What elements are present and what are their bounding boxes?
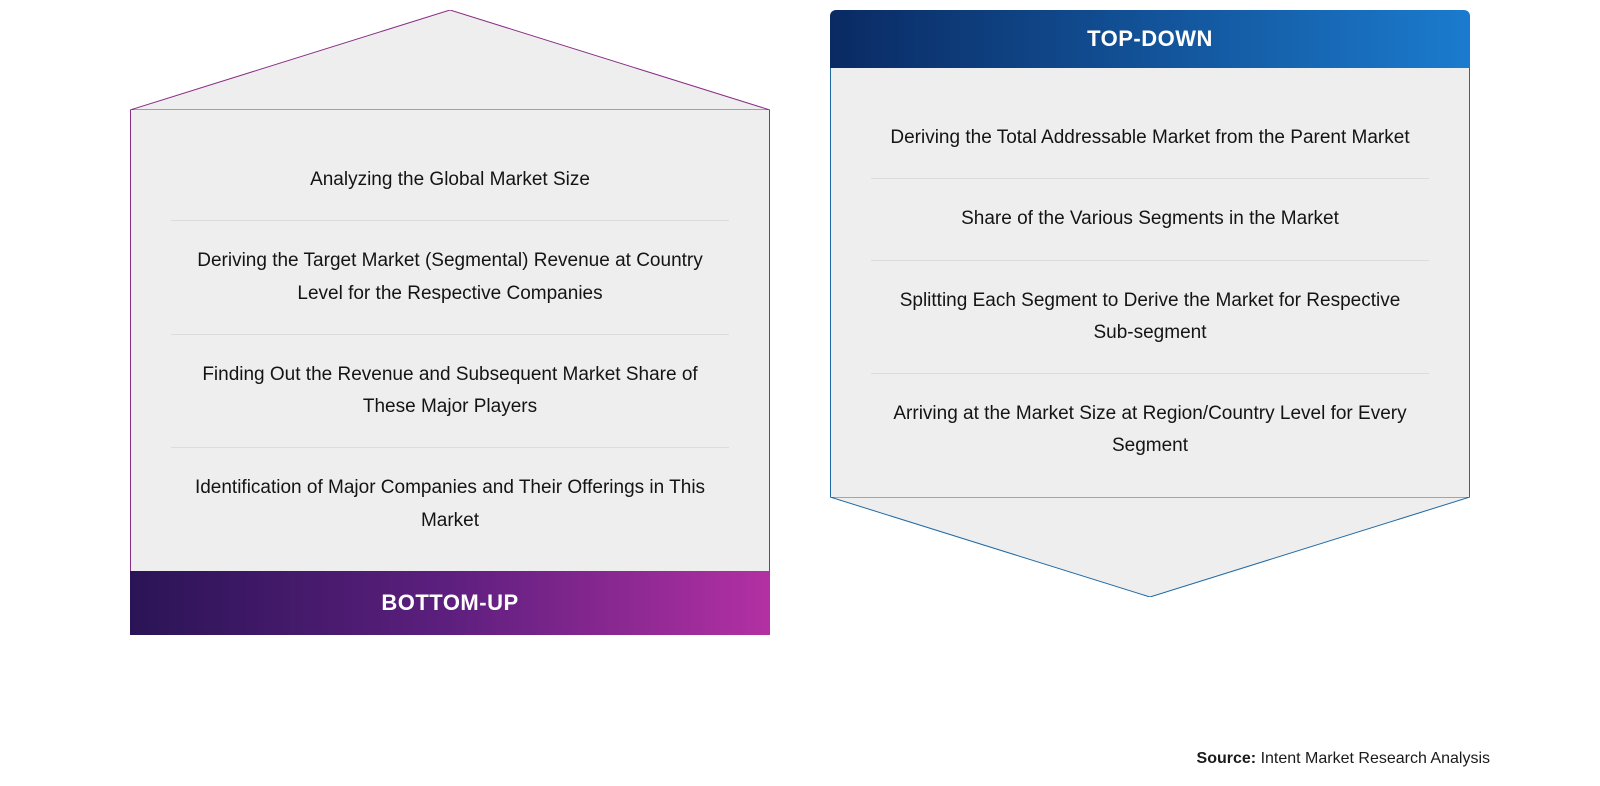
top-down-item: Splitting Each Segment to Derive the Mar… <box>871 261 1429 374</box>
bottom-up-arrow-tip <box>130 10 770 110</box>
bottom-up-title: BOTTOM-UP <box>381 590 518 616</box>
top-down-panel: TOP-DOWN Deriving the Total Addressable … <box>830 10 1470 635</box>
top-down-body: Deriving the Total Addressable Market fr… <box>830 68 1470 497</box>
source-text: Intent Market Research Analysis <box>1261 750 1490 767</box>
top-down-item: Deriving the Total Addressable Market fr… <box>871 98 1429 178</box>
source-line: Source: Intent Market Research Analysis <box>1197 750 1490 768</box>
bottom-up-item: Finding Out the Revenue and Subsequent M… <box>171 335 729 448</box>
top-down-arrow-tip <box>830 497 1470 597</box>
top-down-item: Arriving at the Market Size at Region/Co… <box>871 374 1429 487</box>
diagram-container: Analyzing the Global Market Size Derivin… <box>0 0 1600 635</box>
bottom-up-panel: Analyzing the Global Market Size Derivin… <box>130 10 770 635</box>
bottom-up-body: Analyzing the Global Market Size Derivin… <box>130 110 770 571</box>
bottom-up-item: Identification of Major Companies and Th… <box>171 448 729 561</box>
bottom-up-item: Analyzing the Global Market Size <box>171 140 729 220</box>
bottom-up-title-bar: BOTTOM-UP <box>130 571 770 635</box>
source-label: Source: <box>1197 750 1257 767</box>
top-down-item: Share of the Various Segments in the Mar… <box>871 179 1429 259</box>
top-down-title: TOP-DOWN <box>1087 26 1213 52</box>
bottom-up-item: Deriving the Target Market (Segmental) R… <box>171 221 729 334</box>
top-down-title-bar: TOP-DOWN <box>830 10 1470 68</box>
